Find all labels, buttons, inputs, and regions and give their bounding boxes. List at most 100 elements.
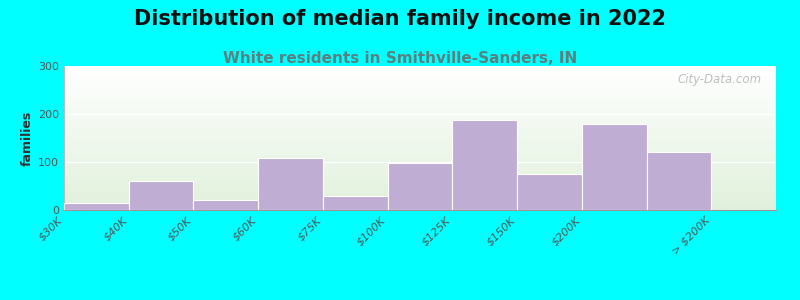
- Bar: [64, 72, 776, 73]
- Bar: [64, 202, 776, 203]
- Bar: [64, 177, 776, 178]
- Bar: [64, 94, 776, 95]
- Bar: [452, 120, 517, 210]
- Bar: [64, 196, 776, 197]
- Bar: [64, 99, 776, 100]
- Bar: [64, 74, 776, 75]
- Bar: [64, 181, 776, 182]
- Bar: [64, 206, 776, 207]
- Bar: [388, 163, 452, 210]
- Bar: [64, 176, 776, 177]
- Bar: [64, 167, 776, 168]
- Bar: [64, 97, 776, 98]
- Bar: [64, 76, 776, 77]
- Bar: [64, 175, 776, 176]
- Bar: [64, 83, 776, 84]
- Bar: [64, 201, 776, 202]
- Bar: [64, 106, 776, 107]
- Bar: [64, 179, 776, 180]
- Bar: [64, 93, 776, 94]
- Bar: [64, 89, 776, 90]
- Bar: [64, 135, 776, 136]
- Bar: [64, 208, 776, 209]
- Bar: [64, 144, 776, 145]
- Bar: [64, 119, 776, 120]
- Bar: [64, 129, 776, 130]
- Bar: [64, 165, 776, 166]
- Bar: [64, 103, 776, 104]
- Bar: [64, 80, 776, 81]
- Bar: [64, 209, 776, 210]
- Bar: [64, 112, 776, 113]
- Bar: [64, 131, 776, 132]
- Bar: [64, 185, 776, 186]
- Bar: [64, 143, 776, 144]
- Bar: [64, 104, 776, 105]
- Bar: [64, 84, 776, 85]
- Bar: [64, 73, 776, 74]
- Bar: [64, 138, 776, 139]
- Bar: [64, 147, 776, 148]
- Bar: [64, 70, 776, 71]
- Bar: [323, 196, 388, 210]
- Bar: [64, 100, 776, 101]
- Bar: [64, 102, 776, 103]
- Bar: [64, 191, 776, 192]
- Bar: [64, 114, 776, 115]
- Bar: [64, 79, 776, 80]
- Bar: [129, 181, 194, 210]
- Bar: [64, 92, 776, 93]
- Bar: [64, 127, 776, 128]
- Bar: [64, 81, 776, 82]
- Bar: [64, 154, 776, 155]
- Bar: [64, 115, 776, 116]
- Bar: [64, 163, 776, 164]
- Bar: [64, 193, 776, 194]
- Bar: [64, 197, 776, 198]
- Bar: [64, 192, 776, 193]
- Bar: [64, 68, 776, 69]
- Bar: [64, 67, 776, 68]
- Bar: [64, 169, 776, 170]
- Bar: [64, 136, 776, 137]
- Bar: [64, 178, 776, 179]
- Bar: [64, 134, 776, 135]
- Bar: [64, 151, 776, 152]
- Bar: [64, 109, 776, 110]
- Bar: [64, 101, 776, 102]
- Bar: [582, 124, 646, 210]
- Bar: [64, 122, 776, 123]
- Bar: [64, 78, 776, 79]
- Bar: [64, 137, 776, 138]
- Bar: [64, 117, 776, 118]
- Bar: [258, 158, 323, 210]
- Bar: [194, 200, 258, 210]
- Bar: [64, 199, 776, 200]
- Bar: [64, 195, 776, 196]
- Bar: [64, 87, 776, 88]
- Bar: [64, 75, 776, 76]
- Bar: [64, 124, 776, 125]
- Bar: [64, 113, 776, 114]
- Bar: [64, 188, 776, 189]
- Bar: [517, 174, 582, 210]
- Bar: [64, 168, 776, 169]
- Bar: [64, 85, 776, 86]
- Bar: [64, 182, 776, 183]
- Bar: [64, 162, 776, 163]
- Bar: [64, 66, 776, 67]
- Bar: [64, 166, 776, 167]
- Bar: [64, 203, 776, 204]
- Bar: [64, 133, 776, 134]
- Bar: [64, 146, 776, 147]
- Bar: [64, 172, 776, 173]
- Bar: [64, 126, 776, 127]
- Bar: [64, 91, 776, 92]
- Bar: [64, 96, 776, 97]
- Bar: [64, 98, 776, 99]
- Bar: [646, 152, 711, 210]
- Bar: [64, 110, 776, 111]
- Text: City-Data.com: City-Data.com: [678, 73, 762, 86]
- Bar: [64, 160, 776, 161]
- Bar: [64, 141, 776, 142]
